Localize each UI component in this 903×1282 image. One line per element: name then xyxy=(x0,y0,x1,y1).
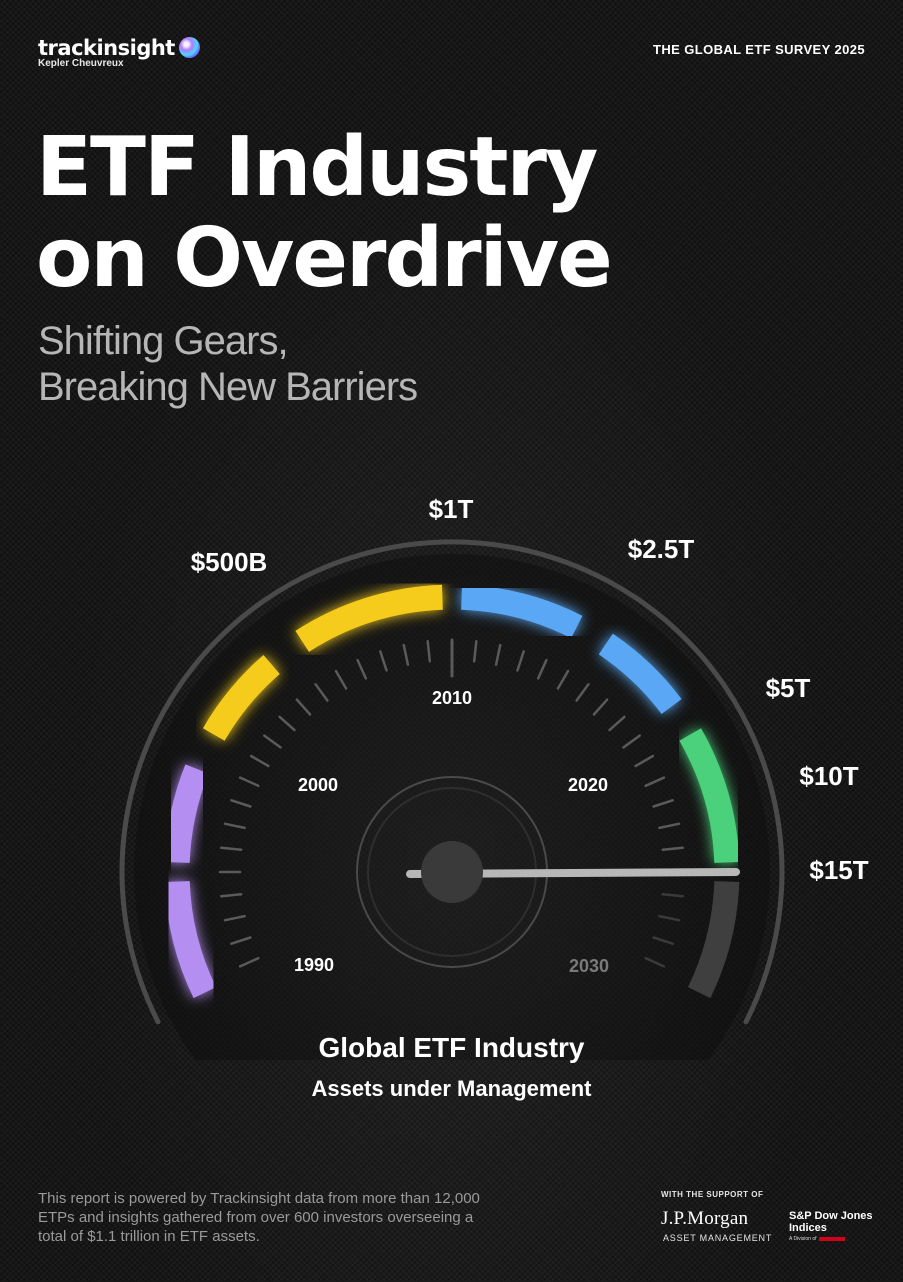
spdji-division-text: A Division of xyxy=(789,1236,817,1242)
scale-tick xyxy=(278,715,296,732)
scale-tick xyxy=(494,643,502,666)
value-label-15t: $15T xyxy=(809,855,868,885)
sp-global-mark xyxy=(818,1236,845,1241)
year-label-2010: 2010 xyxy=(432,688,472,708)
value-label-500b: $500B xyxy=(191,547,268,577)
scale-tick xyxy=(230,936,252,945)
footnote: This report is powered by Trackinsight d… xyxy=(38,1190,480,1245)
scale-tick xyxy=(238,956,260,968)
speedometer-gauge: $500B $1T $2.5T $5T $10T $15T 1990 2000 … xyxy=(119,494,869,1060)
scale-tick xyxy=(472,640,478,663)
scale-tick xyxy=(608,715,626,732)
segment-purple-2 xyxy=(164,764,209,864)
scale-tick xyxy=(652,799,674,808)
scale-tick xyxy=(644,776,666,788)
value-label-5t: $5T xyxy=(766,673,811,703)
page-subtitle: Shifting Gears, Breaking New Barriers xyxy=(38,318,638,410)
trackinsight-logo: trackinsight xyxy=(38,36,200,60)
title-line-2: on Overdrive xyxy=(36,211,613,306)
scale-tick xyxy=(334,669,348,690)
dial-background xyxy=(134,554,770,1060)
scale-tick xyxy=(230,799,252,808)
scale-tick xyxy=(223,822,246,830)
scale-tick xyxy=(238,776,260,788)
segment-purple-1 xyxy=(164,880,217,999)
year-label-2030: 2030 xyxy=(569,956,609,976)
year-label-2020: 2020 xyxy=(568,775,608,795)
logo-subtitle: Kepler Cheuvreux xyxy=(38,58,124,69)
scale-tick xyxy=(575,683,590,702)
scale-tick xyxy=(220,846,243,852)
scale-tick xyxy=(402,643,410,666)
scale-tick xyxy=(658,822,681,830)
scale-tick xyxy=(223,914,246,922)
scale-tick xyxy=(536,658,548,680)
subtitle-line-1: Shifting Gears, xyxy=(38,319,289,363)
outer-rim xyxy=(119,539,785,1025)
segment-remaining xyxy=(687,880,740,999)
title-line-1: ETF Industry xyxy=(36,120,598,215)
value-label-10t: $10T xyxy=(799,761,858,791)
segment-yellow-2 xyxy=(295,584,443,652)
segment-blue-2 xyxy=(598,633,682,715)
scale-tick xyxy=(220,892,243,898)
spdji-logo: S&P Dow Jones Indices xyxy=(789,1210,873,1234)
scale-tick xyxy=(263,734,282,749)
scale-tick xyxy=(356,658,368,680)
logo-wordmark: trackinsight xyxy=(38,36,175,60)
scale-tick xyxy=(644,956,666,968)
jpmorgan-logo: J.P.Morgan xyxy=(661,1208,749,1229)
scale-tick xyxy=(622,734,641,749)
orb-icon xyxy=(178,37,200,58)
scale-tick xyxy=(658,914,681,922)
scale-tick xyxy=(592,698,609,716)
gauge-caption-subtitle: Assets under Management xyxy=(311,1076,592,1101)
year-label-2000: 2000 xyxy=(298,775,338,795)
jpmorgan-logo-sub: ASSET MANAGEMENT xyxy=(663,1233,773,1243)
survey-title: THE GLOBAL ETF SURVEY 2025 xyxy=(653,42,865,57)
year-label-1990: 1990 xyxy=(294,955,334,975)
value-label-2-5t: $2.5T xyxy=(628,534,695,564)
segment-green xyxy=(679,728,740,864)
scale-tick xyxy=(426,640,432,663)
subtitle-line-2: Breaking New Barriers xyxy=(38,365,418,409)
scale-tick xyxy=(634,754,655,768)
scale-tick xyxy=(249,754,270,768)
scale-tick xyxy=(379,650,388,672)
scale-tick xyxy=(314,683,329,702)
scale-tick xyxy=(295,698,312,716)
spdji-logo-sub: A Division of xyxy=(789,1236,845,1242)
support-label: WITH THE SUPPORT OF xyxy=(661,1190,764,1199)
scale-tick xyxy=(661,846,684,852)
segment-blue-1 xyxy=(460,584,583,639)
scale-tick xyxy=(516,650,525,672)
scale-tick xyxy=(652,936,674,945)
gauge-caption-title: Global ETF Industry xyxy=(318,1032,585,1063)
scale-tick xyxy=(661,892,684,898)
needle-hub xyxy=(421,841,483,903)
value-label-1t: $1T xyxy=(429,494,474,524)
segment-yellow-1 xyxy=(202,655,280,741)
page-title: ETF Industry on Overdrive xyxy=(36,122,656,304)
scale-tick xyxy=(556,669,570,690)
